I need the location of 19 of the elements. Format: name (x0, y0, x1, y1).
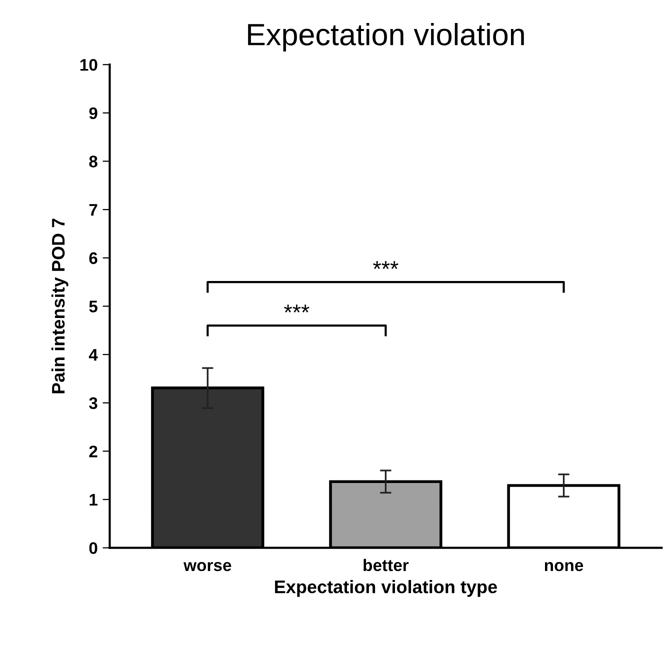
y-tick-label: 8 (89, 156, 98, 168)
x-tick-label: better (364, 558, 409, 572)
y-tick-label: 1 (90, 494, 98, 506)
y-tick-label: 9 (89, 107, 98, 120)
y-tick-label: 4 (88, 349, 98, 361)
y-tick-label: 2 (89, 446, 98, 458)
y-tick-label: 7 (89, 204, 98, 216)
annotation: *** (284, 304, 310, 312)
chart-title: Expectation violation (248, 23, 524, 52)
y-tick-label: 10 (80, 59, 98, 71)
x-tick-label: worse (184, 562, 232, 572)
y-tick-label: 0 (89, 542, 98, 554)
y-tick-label: 3 (89, 397, 98, 410)
y-axis-title: Pain intensity POD 7 (51, 218, 68, 394)
y-tick-label: 6 (89, 252, 98, 264)
x-axis-title: Expectation violation type (275, 580, 497, 597)
x-tick-label: none (544, 562, 584, 572)
y-tick-label: 5 (89, 300, 98, 312)
annotation: *** (373, 261, 398, 269)
